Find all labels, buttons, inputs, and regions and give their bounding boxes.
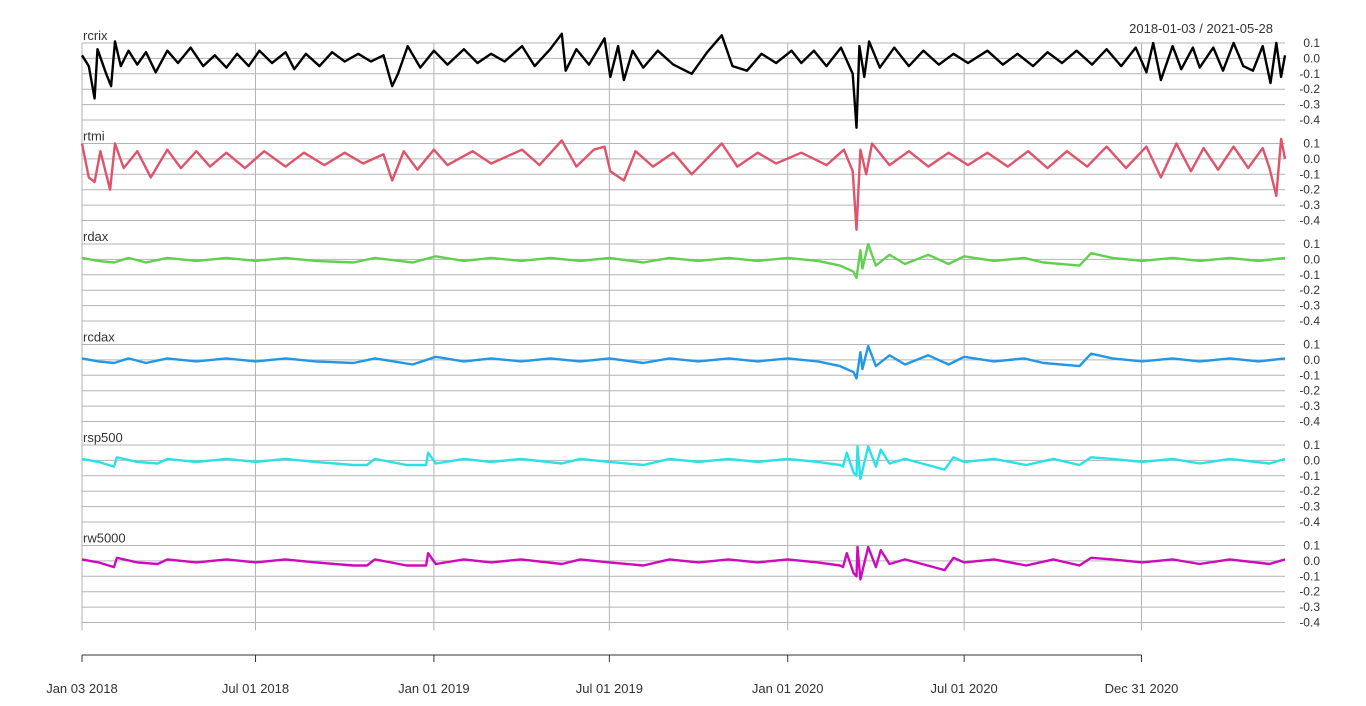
y-tick-label: -0.1 xyxy=(1299,469,1320,483)
panel-rdax: 0.10.0 -0.1-0.2 -0.3-0.4 rdax xyxy=(81,229,1320,328)
y-tick-label: 0.0 xyxy=(1303,554,1320,568)
y-tick-label: -0.1 xyxy=(1299,167,1320,181)
y-tick-label: 0.1 xyxy=(1303,338,1320,352)
y-tick-label: -0.2 xyxy=(1299,585,1320,599)
y-tick-label: -0.4 xyxy=(1299,515,1320,529)
y-tick-label: -0.1 xyxy=(1299,67,1320,81)
y-tick-label: -0.4 xyxy=(1299,314,1320,328)
y-tick-label: 0.0 xyxy=(1303,152,1320,166)
x-axis: Jan 03 2018 Jul 01 2018 Jan 01 2019 Jul 01 … xyxy=(46,654,1179,696)
y-tick-label: 0.1 xyxy=(1303,36,1320,50)
x-tick-label: Jul 01 2020 xyxy=(931,681,998,696)
series-label-rdax: rdax xyxy=(83,229,109,244)
y-tick-label: -0.2 xyxy=(1299,82,1320,96)
y-tick-label: -0.3 xyxy=(1299,299,1320,313)
x-tick-label: Jan 01 2020 xyxy=(752,681,824,696)
y-tick-label: 0.1 xyxy=(1303,237,1320,251)
y-tick-label: 0.0 xyxy=(1303,252,1320,266)
series-label-rtmi: rtmi xyxy=(83,129,105,144)
y-tick-label: -0.3 xyxy=(1299,399,1320,413)
x-tick-label: Dec 31 2020 xyxy=(1105,681,1179,696)
date-range-label: 2018-01-03 / 2021-05-28 xyxy=(1129,21,1273,36)
x-tick-label: Jul 01 2018 xyxy=(222,681,289,696)
y-tick-label: -0.3 xyxy=(1299,98,1320,112)
y-tick-label: -0.1 xyxy=(1299,569,1320,583)
series-line-rsp500 xyxy=(81,445,1286,481)
series-line-rcdax xyxy=(81,344,1286,380)
y-tick-label: 0.1 xyxy=(1303,137,1320,151)
y-tick-label: -0.1 xyxy=(1299,268,1320,282)
panels: 0.10.0-0.1-0.2-0.3-0.4rcrix0.10.0-0.1-0.… xyxy=(80,28,1320,630)
series-line-rcrix xyxy=(80,32,1287,129)
panel-rcdax: 0.10.0-0.1 -0.2-0.3 -0.4 rcdax xyxy=(81,330,1320,429)
x-tick-label: Jan 03 2018 xyxy=(46,681,118,696)
series-label-rcdax: rcdax xyxy=(83,330,115,345)
y-tick-label: -0.2 xyxy=(1299,384,1320,398)
y-tick-label: 0.1 xyxy=(1303,539,1320,553)
y-tick-label: -0.2 xyxy=(1299,484,1320,498)
series-label-rsp500: rsp500 xyxy=(83,430,123,445)
y-tick-label: -0.4 xyxy=(1299,214,1320,228)
y-tick-label: 0.1 xyxy=(1303,438,1320,452)
grid xyxy=(81,43,1143,631)
y-tick-label: -0.3 xyxy=(1299,198,1320,212)
panel-rsp500: 0.10.0 -0.1-0.2 -0.3-0.4 rsp500 xyxy=(81,430,1320,529)
series-line-rw5000 xyxy=(81,545,1286,581)
x-tick-label: Jan 01 2019 xyxy=(398,681,470,696)
y-tick-label: 0.0 xyxy=(1303,453,1320,467)
y-tick-label: -0.4 xyxy=(1299,113,1320,127)
y-tick-label: -0.3 xyxy=(1299,500,1320,514)
y-tick-label: -0.2 xyxy=(1299,283,1320,297)
panel-rtmi: 0.10.0-0.1 -0.2-0.3 -0.4 rtmi xyxy=(80,129,1320,231)
y-tick-label: -0.1 xyxy=(1299,368,1320,382)
panel-rcrix: 0.10.0 -0.1-0.2 -0.3-0.4 rcrix xyxy=(80,28,1320,129)
y-tick-label: 0.0 xyxy=(1303,51,1320,65)
y-tick-label: -0.2 xyxy=(1299,183,1320,197)
panel-rw5000: 0.10.0-0.1 -0.2-0.3 -0.4 rw5000 xyxy=(81,531,1320,630)
x-tick-label: Jul 01 2019 xyxy=(576,681,643,696)
y-tick-label: 0.0 xyxy=(1303,353,1320,367)
series-line-rtmi xyxy=(80,137,1287,231)
y-tick-label: -0.4 xyxy=(1299,616,1320,630)
y-tick-label: -0.3 xyxy=(1299,600,1320,614)
y-tick-label: -0.4 xyxy=(1299,415,1320,429)
series-line-rdax xyxy=(81,242,1286,280)
series-label-rw5000: rw5000 xyxy=(83,531,126,546)
series-label-rcrix: rcrix xyxy=(83,28,108,43)
